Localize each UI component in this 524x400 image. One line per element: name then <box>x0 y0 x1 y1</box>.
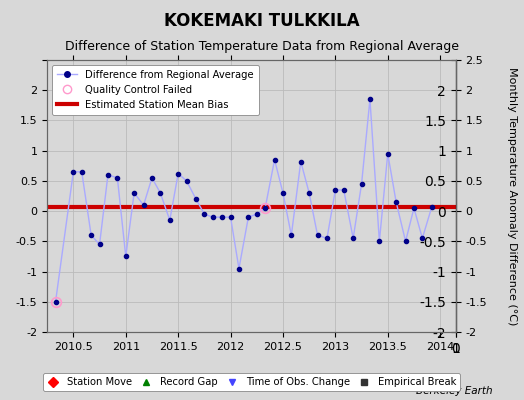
Y-axis label: Monthly Temperature Anomaly Difference (°C): Monthly Temperature Anomaly Difference (… <box>507 67 517 325</box>
Legend: Difference from Regional Average, Quality Control Failed, Estimated Station Mean: Difference from Regional Average, Qualit… <box>52 65 259 115</box>
Legend: Station Move, Record Gap, Time of Obs. Change, Empirical Break: Station Move, Record Gap, Time of Obs. C… <box>43 373 460 391</box>
Text: Berkeley Earth: Berkeley Earth <box>416 386 493 396</box>
Text: KOKEMAKI TULKKILA: KOKEMAKI TULKKILA <box>164 12 360 30</box>
Text: Difference of Station Temperature Data from Regional Average: Difference of Station Temperature Data f… <box>65 40 459 53</box>
